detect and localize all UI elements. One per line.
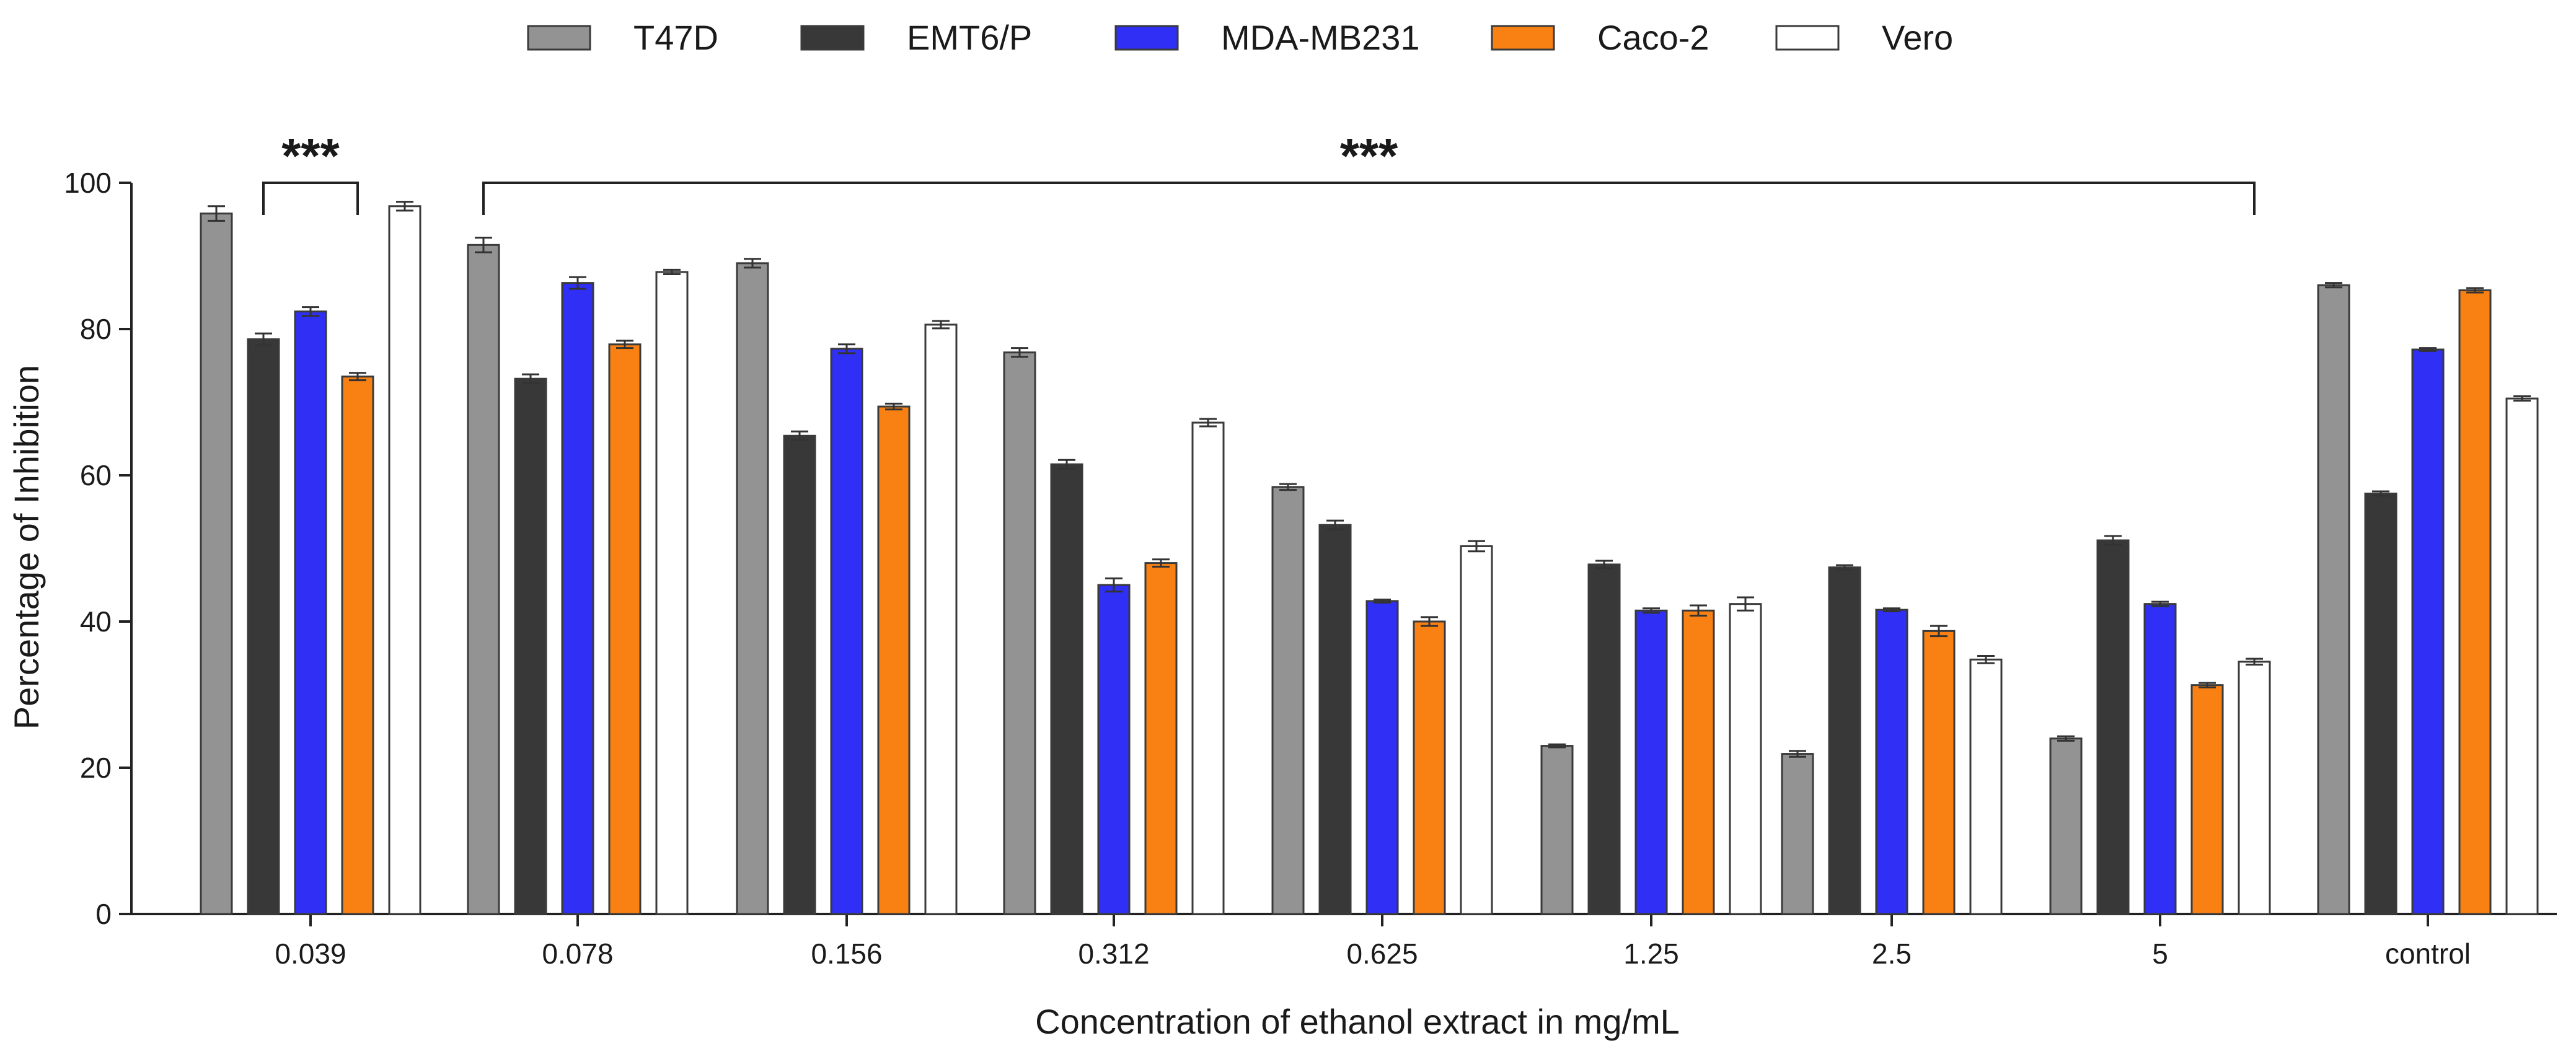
bar — [1271, 486, 1305, 915]
y-axis: 0 20 40 60 80 100 — [64, 167, 133, 930]
bar — [2411, 348, 2445, 915]
bars — [200, 205, 2539, 915]
significance-bracket — [482, 182, 2256, 215]
bar — [1922, 630, 1956, 915]
bar — [1097, 584, 1131, 915]
bar — [1781, 753, 1814, 915]
error-bars — [208, 201, 2531, 758]
bar — [2190, 684, 2224, 915]
x-tick-label: 2.5 — [1872, 938, 1912, 970]
x-tick-label: 0.156 — [811, 938, 882, 970]
bar — [2143, 603, 2177, 915]
bar — [655, 271, 689, 915]
bar — [1729, 603, 1762, 915]
bar — [924, 323, 958, 915]
bar — [1191, 421, 1225, 915]
legend-label: EMT6/P — [907, 18, 1032, 57]
bar — [200, 213, 233, 915]
bar — [2505, 397, 2539, 915]
bar — [1413, 620, 1446, 915]
significance-label: *** — [1340, 128, 1398, 183]
x-tick-label: 0.078 — [542, 938, 613, 970]
legend-swatch — [1114, 25, 1179, 51]
bar — [2238, 661, 2271, 915]
legend-label: MDA-MB231 — [1221, 18, 1420, 57]
y-tick-label: 40 — [80, 605, 112, 638]
legend-label: Caco-2 — [1597, 18, 1709, 57]
legend-swatch — [1491, 25, 1555, 51]
bar — [608, 343, 642, 915]
bar — [830, 348, 863, 915]
legend-label: Vero — [1882, 18, 1953, 57]
legend: T47D EMT6/P MDA-MB231 Caco-2 Vero — [527, 18, 1953, 57]
bar — [1587, 563, 1621, 915]
y-axis-title: Percentage of Inhibition — [7, 365, 46, 729]
bar — [1003, 351, 1036, 915]
bar — [561, 282, 594, 915]
x-tick-label: control — [2385, 938, 2471, 970]
x-axis-title: Concentration of ethanol extract in mg/m… — [1035, 1002, 1680, 1041]
bar — [1144, 562, 1178, 915]
significance-label: *** — [281, 128, 340, 183]
bar — [2049, 737, 2083, 915]
bar — [294, 310, 327, 915]
bar — [388, 205, 421, 915]
bar — [1969, 658, 2003, 915]
bar — [1682, 609, 1715, 915]
bar — [2096, 539, 2130, 915]
bar — [247, 338, 280, 915]
y-tick-label: 100 — [64, 167, 112, 199]
bar — [1460, 545, 1493, 915]
bar — [2364, 493, 2397, 915]
x-axis: 0.039 0.078 0.156 0.312 0.625 1.25 2.5 5 control — [131, 913, 2557, 970]
bar — [2458, 289, 2492, 915]
bar — [783, 434, 816, 915]
bar — [1365, 600, 1399, 915]
bar — [2317, 284, 2350, 915]
bar — [1050, 463, 1083, 915]
legend-label: T47D — [633, 18, 718, 57]
bar — [1318, 524, 1352, 915]
x-tick-label: 0.039 — [275, 938, 346, 970]
bar — [736, 262, 769, 915]
bar — [514, 377, 547, 915]
y-tick-label: 60 — [80, 459, 112, 491]
x-tick-label: 0.625 — [1346, 938, 1418, 970]
bar — [467, 244, 500, 915]
x-tick-label: 5 — [2152, 938, 2168, 970]
bar — [1875, 609, 1908, 915]
bar — [341, 376, 374, 915]
legend-swatch — [527, 25, 591, 51]
significance-bracket — [262, 182, 359, 215]
bar — [1828, 566, 1861, 915]
legend-swatch — [800, 25, 865, 51]
y-tick-label: 20 — [80, 752, 112, 784]
bar — [1634, 609, 1668, 915]
y-tick-label: 0 — [95, 898, 112, 930]
bar — [1540, 745, 1574, 915]
bar — [877, 405, 911, 915]
y-tick-label: 80 — [80, 313, 112, 345]
x-tick-label: 1.25 — [1623, 938, 1679, 970]
legend-swatch — [1775, 25, 1840, 51]
significance-annotations: *** *** — [262, 128, 2256, 215]
x-tick-label: 0.312 — [1078, 938, 1149, 970]
